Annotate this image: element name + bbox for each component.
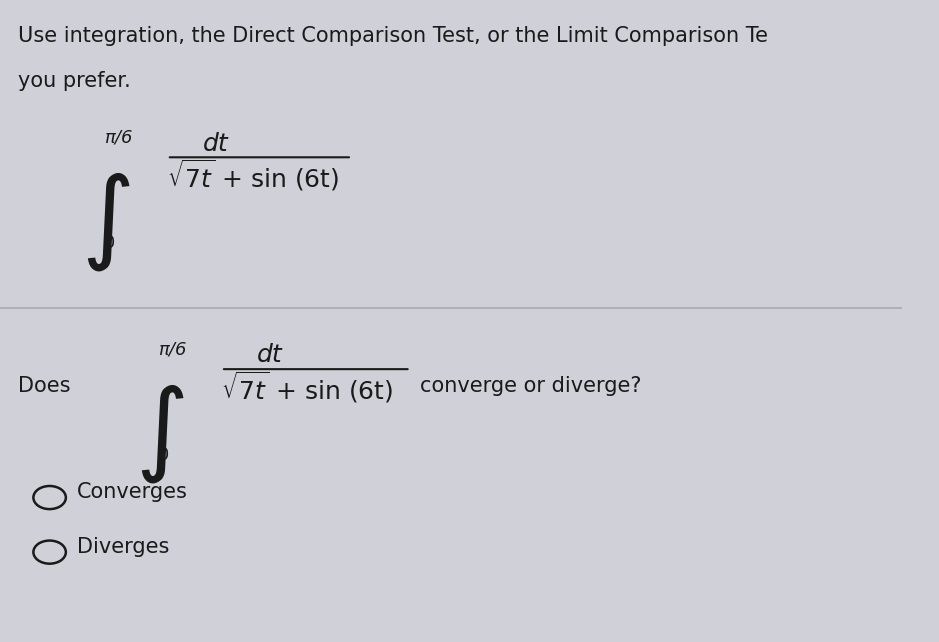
Text: converge or diverge?: converge or diverge?: [420, 376, 641, 395]
Text: $\int$: $\int$: [135, 382, 185, 485]
Text: $\sqrt{7t}$ + sin (6t): $\sqrt{7t}$ + sin (6t): [221, 369, 393, 404]
Text: dt: dt: [203, 132, 228, 155]
Text: Does: Does: [18, 376, 70, 395]
Text: 0: 0: [103, 234, 115, 252]
Text: π/6: π/6: [158, 340, 186, 358]
Text: π/6: π/6: [103, 128, 132, 146]
Text: Use integration, the Direct Comparison Test, or the Limit Comparison Te: Use integration, the Direct Comparison T…: [18, 26, 768, 46]
Text: $\int$: $\int$: [81, 170, 131, 273]
Text: Diverges: Diverges: [77, 537, 169, 557]
Text: dt: dt: [257, 343, 283, 367]
Text: 0: 0: [158, 446, 169, 464]
Text: Converges: Converges: [77, 482, 188, 503]
Text: $\sqrt{7t}$ + sin (6t): $\sqrt{7t}$ + sin (6t): [167, 157, 339, 193]
Text: you prefer.: you prefer.: [18, 71, 131, 91]
